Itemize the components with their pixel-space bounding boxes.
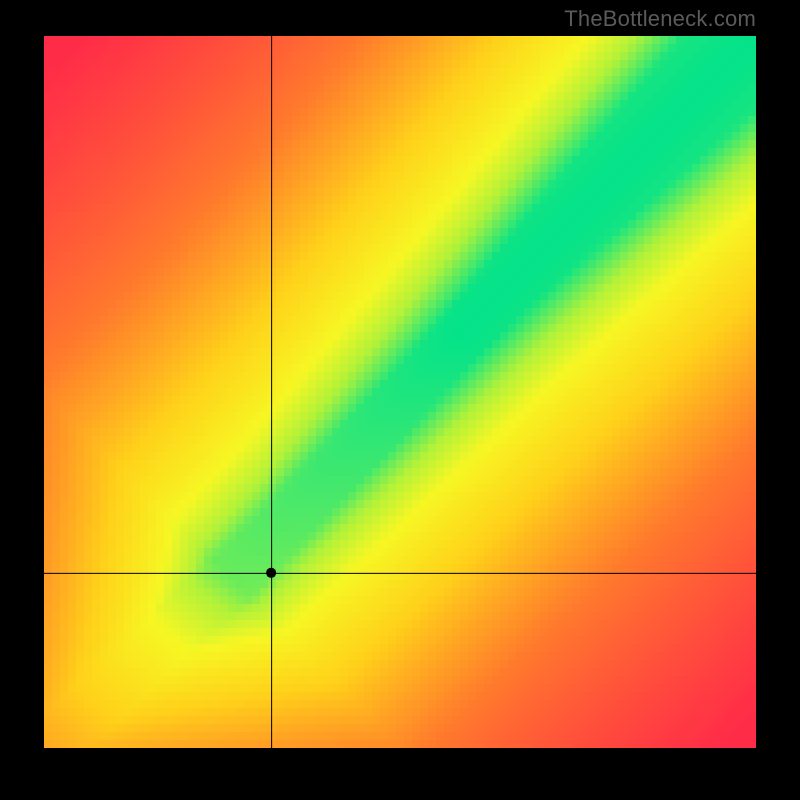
chart-frame: TheBottleneck.com bbox=[0, 0, 800, 800]
heatmap-plot bbox=[44, 36, 756, 748]
attribution-text: TheBottleneck.com bbox=[564, 6, 756, 32]
heatmap-canvas bbox=[44, 36, 756, 748]
